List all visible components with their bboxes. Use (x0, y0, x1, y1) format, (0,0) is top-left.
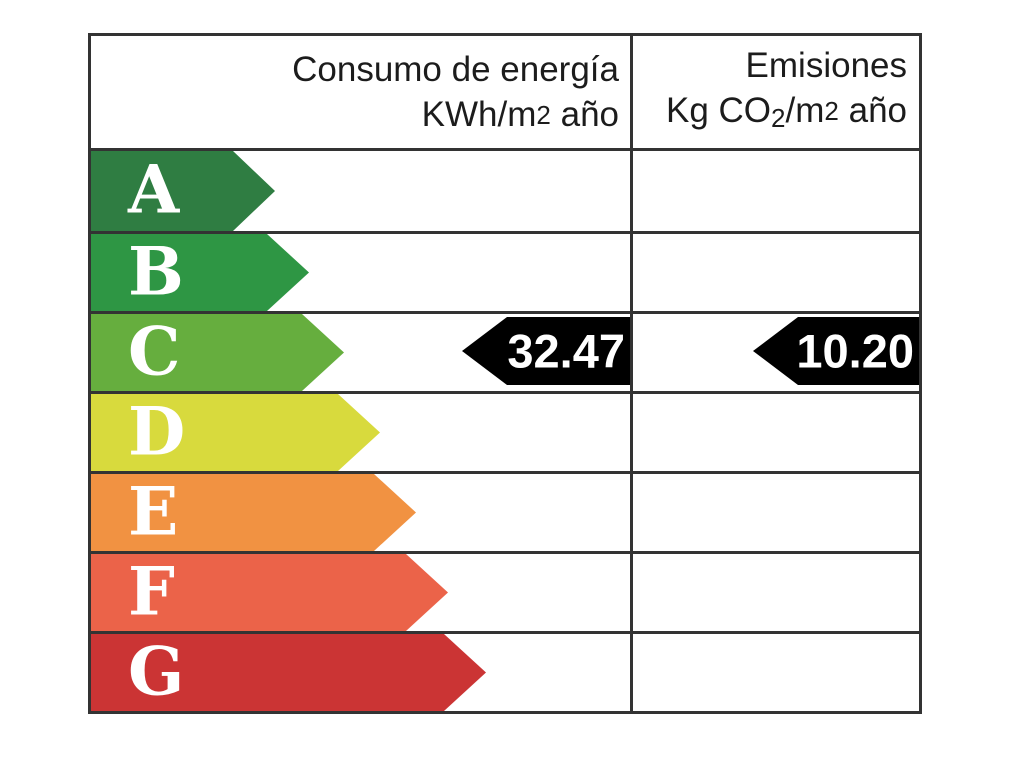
rating-arrow-shape (91, 234, 309, 311)
rating-row-c: C (91, 311, 919, 391)
rating-arrow-shape (91, 554, 448, 631)
rating-arrow (91, 634, 486, 711)
rating-arrow-shape (91, 634, 486, 711)
emisiones-unit-suffix: año (838, 91, 907, 130)
column-divider (630, 36, 633, 711)
rating-row-b: B (91, 231, 919, 311)
emisiones-unit-pre: Kg CO (666, 91, 772, 130)
rating-row-g: G (91, 631, 919, 711)
rating-arrow (91, 474, 416, 551)
consumo-pointer: 32.47 (462, 317, 630, 385)
left-arrow-icon (753, 317, 919, 385)
consumo-header-cell: Consumo de energía KWh/m2 año (91, 36, 630, 148)
rating-letter: C (128, 312, 181, 391)
rating-arrow-shape (91, 151, 275, 231)
rating-arrow-shape (91, 314, 344, 391)
consumo-unit: KWh/m (421, 94, 537, 134)
emisiones-header-cell: Emisiones Kg CO2/m2 año (630, 36, 919, 148)
rating-arrow (91, 234, 309, 311)
emisiones-value: 10.20 (796, 324, 914, 378)
rating-row-f: F (91, 551, 919, 631)
emisiones-co2-subscript: 2 (771, 103, 786, 133)
rating-letter: B (128, 232, 184, 311)
rating-rows: A B C D E F G (91, 151, 919, 711)
rating-arrow-shape (91, 394, 380, 471)
emisiones-unit-mid: /m (785, 91, 825, 130)
table-header: Consumo de energía KWh/m2 año Emisiones … (91, 36, 919, 151)
emisiones-unit-exponent: 2 (824, 96, 839, 126)
rating-letter: F (128, 552, 175, 631)
rating-arrow (91, 554, 448, 631)
rating-letter: E (128, 472, 179, 551)
consumo-header-line1: Consumo de energía (292, 49, 619, 89)
emisiones-header-line2: Kg CO2/m2 año (666, 88, 907, 141)
energy-label-table: Consumo de energía KWh/m2 año Emisiones … (88, 33, 922, 714)
rating-letter: D (128, 392, 186, 471)
rating-arrow (91, 151, 275, 231)
rating-row-d: D (91, 391, 919, 471)
consumo-unit-exponent: 2 (536, 99, 551, 130)
rating-arrow-shape (91, 474, 416, 551)
rating-row-e: E (91, 471, 919, 551)
emisiones-header-line1: Emisiones (745, 46, 907, 85)
consumo-unit-suffix: año (550, 94, 619, 134)
consumo-header-line2: KWh/m2 año (422, 92, 619, 138)
emisiones-pointer: 10.20 (753, 317, 919, 385)
rating-arrow (91, 314, 344, 391)
rating-letter: A (128, 150, 180, 229)
rating-row-a: A (91, 151, 919, 231)
rating-arrow (91, 394, 380, 471)
left-arrow-icon (462, 317, 630, 385)
consumo-value: 32.47 (507, 324, 625, 378)
rating-letter: G (128, 632, 185, 711)
